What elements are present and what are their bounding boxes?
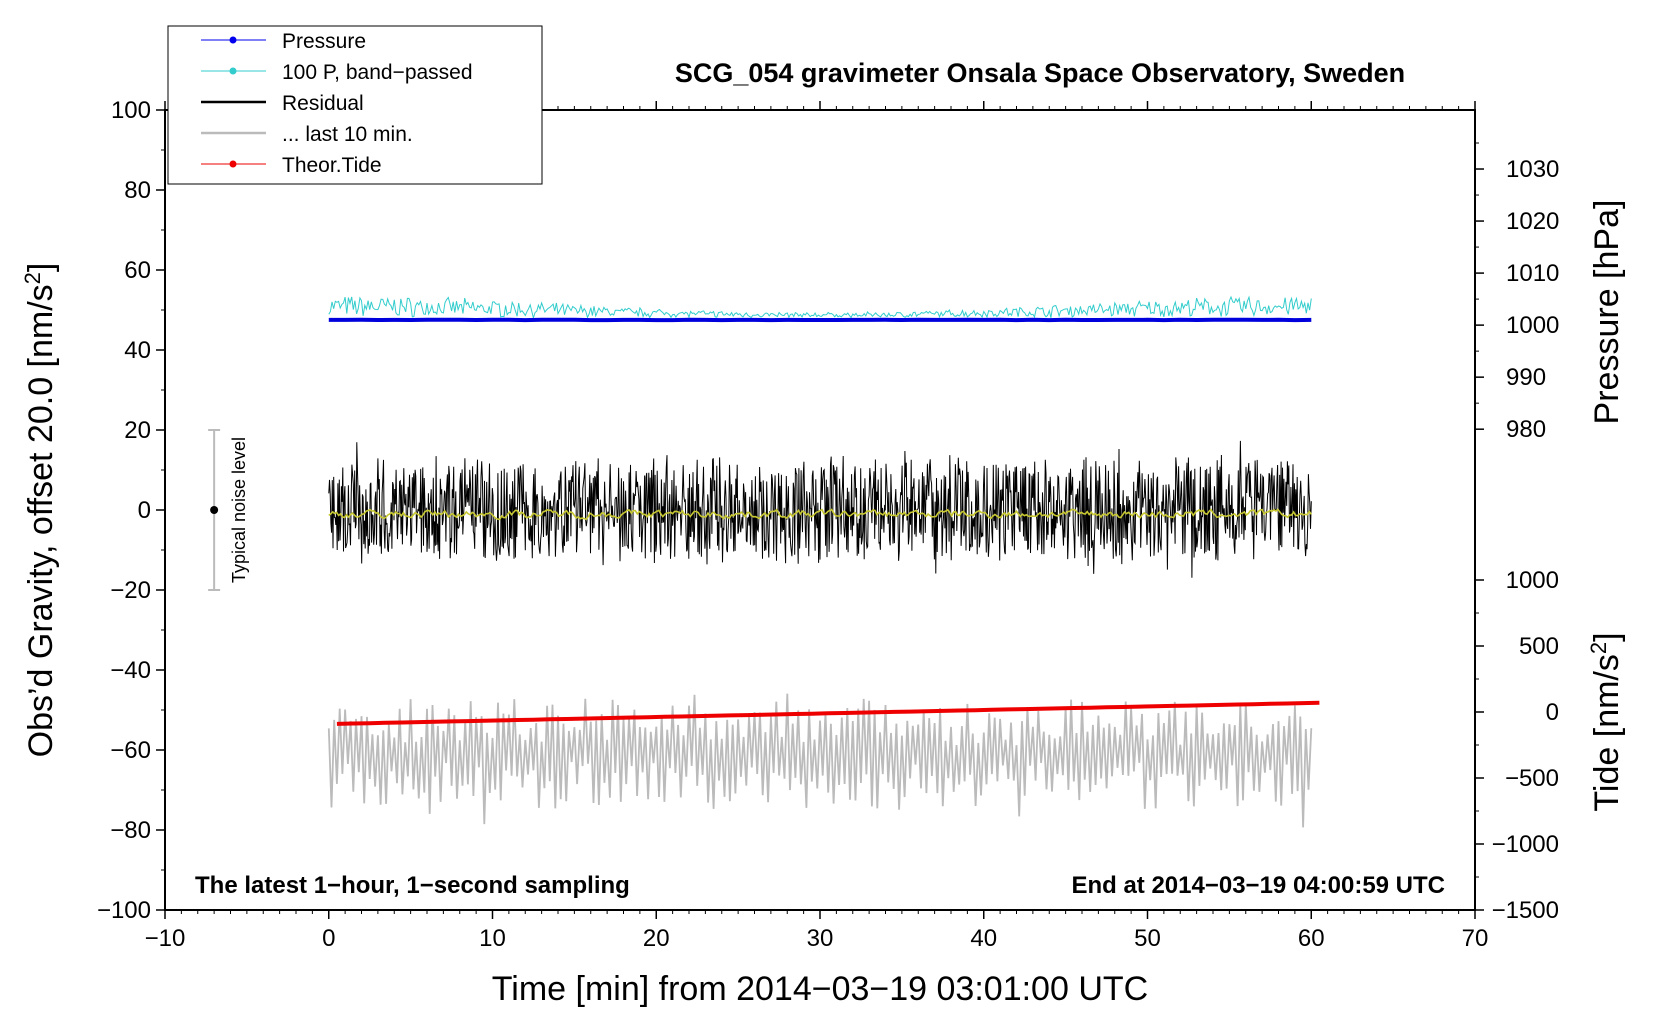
noise-level-label: Typical noise level xyxy=(229,437,249,583)
legend-marker-pressure xyxy=(229,36,237,44)
legend-entry-residual: Residual xyxy=(201,92,364,115)
legend-entry-last-10-min: ... last 10 min. xyxy=(201,123,413,146)
pressure-tick-label: 1020 xyxy=(1506,208,1559,235)
pressure-tick-label: 980 xyxy=(1506,416,1546,443)
y-tick-label: −20 xyxy=(110,577,151,604)
footer-right-note: End at 2014−03−19 04:00:59 UTC xyxy=(1071,872,1445,899)
chart-title: SCG_054 gravimeter Onsala Space Observat… xyxy=(675,58,1405,88)
pressure-tick-label: 1000 xyxy=(1506,312,1559,339)
legend-label-residual: Residual xyxy=(282,92,364,115)
x-tick-label: 10 xyxy=(479,925,506,952)
x-tick-label: 50 xyxy=(1134,925,1161,952)
legend: Pressure 100 P, band−passed Residual ...… xyxy=(167,25,543,185)
y-tick-label: 20 xyxy=(124,417,151,444)
x-tick-label: 30 xyxy=(807,925,834,952)
legend-entry-theor-tide: Theor.Tide xyxy=(201,154,382,177)
legend-marker-theor-tide xyxy=(229,160,237,168)
legend-label-pressure: Pressure xyxy=(282,30,366,53)
x-tick-label: −10 xyxy=(145,925,186,952)
y-axis-title: Obs’d Gravity, offset 20.0 [nm/s2] xyxy=(20,263,61,758)
series-line-last-10-min xyxy=(327,693,1313,828)
x-axis-title: Time [min] from 2014−03−19 03:01:00 UTC xyxy=(492,970,1148,1008)
tide-axis-title: Tide [nm/s2] xyxy=(1586,632,1627,811)
legend-box xyxy=(167,25,543,185)
series-line-residual xyxy=(328,440,1312,578)
tide-tick-label: 0 xyxy=(1546,699,1559,726)
y-tick-label: −80 xyxy=(110,817,151,844)
legend-entry-pressure: Pressure xyxy=(201,30,366,53)
y-tick-label: 80 xyxy=(124,177,151,204)
noise-bar-center-dot xyxy=(210,506,219,514)
pressure-tick-label: 990 xyxy=(1506,364,1546,391)
tide-tick-label: −1500 xyxy=(1492,897,1559,924)
series-layer xyxy=(327,295,1320,828)
y-tick-label: 100 xyxy=(111,97,151,124)
x-tick-label: 70 xyxy=(1462,925,1489,952)
legend-label-theor-tide: Theor.Tide xyxy=(282,154,382,177)
x-tick-label: 40 xyxy=(970,925,997,952)
axis-layer: −10 0 10 20 30 40 50 60 70−100−80−60−40−20020406… xyxy=(97,97,1559,952)
y-tick-label: −100 xyxy=(97,897,151,924)
series-line-band-passed xyxy=(328,295,1312,320)
x-tick-label: 20 xyxy=(643,925,670,952)
pressure-axis-title: Pressure [hPa] xyxy=(1588,200,1626,425)
x-tick-label: 60 xyxy=(1298,925,1325,952)
pressure-tick-label: 1010 xyxy=(1506,260,1559,287)
footer-left-note: The latest 1−hour, 1−second sampling xyxy=(195,872,630,899)
y-tick-label: 0 xyxy=(138,497,151,524)
tide-tick-label: −1000 xyxy=(1492,831,1559,858)
y-tick-label: −60 xyxy=(110,737,151,764)
tide-tick-label: 1000 xyxy=(1506,567,1559,594)
pressure-tick-label: 1030 xyxy=(1506,156,1559,183)
legend-label-band-passed: 100 P, band−passed xyxy=(282,61,473,84)
tide-tick-label: −500 xyxy=(1505,765,1559,792)
noise-level-indicator: Typical noise level xyxy=(208,429,249,591)
y-tick-label: −40 xyxy=(110,657,151,684)
legend-marker-band-passed xyxy=(229,67,237,75)
legend-entry-band-passed: 100 P, band−passed xyxy=(201,61,473,84)
tide-tick-label: 500 xyxy=(1519,633,1559,660)
legend-label-last-10-min: ... last 10 min. xyxy=(282,123,413,146)
series-line-theor-tide xyxy=(336,700,1320,726)
y-tick-label: 40 xyxy=(124,337,151,364)
series-line-residual-smoothed xyxy=(328,508,1312,521)
y-tick-label: 60 xyxy=(124,257,151,284)
x-tick-label: 0 xyxy=(322,925,335,952)
